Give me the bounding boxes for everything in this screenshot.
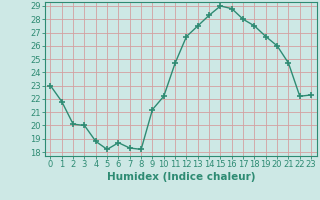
X-axis label: Humidex (Indice chaleur): Humidex (Indice chaleur) bbox=[107, 172, 255, 182]
